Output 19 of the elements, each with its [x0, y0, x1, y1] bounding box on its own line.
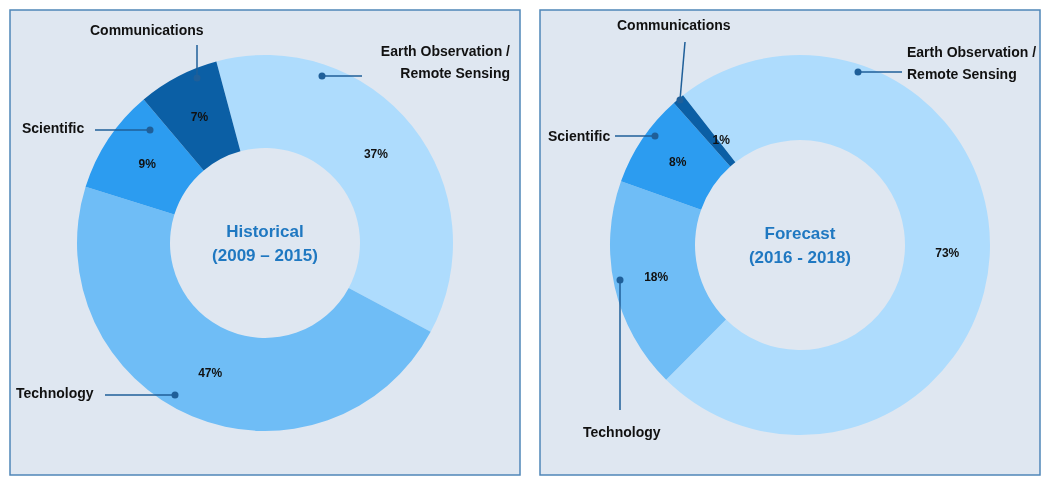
slice-label: Scientific [22, 120, 85, 136]
data-label: 73% [935, 245, 960, 260]
slice-label: Scientific [548, 128, 611, 144]
text: Historical (2009 – 2015) [212, 222, 318, 265]
data-label: 9% [138, 156, 157, 171]
slice-label: Earth Observation / Remote Sensing [380, 43, 511, 81]
data-label: 47% [198, 365, 223, 380]
data-label: 18% [644, 269, 669, 284]
slice-label: Communications [90, 22, 204, 38]
slice-label: Earth Observation / Remote Sensing [907, 44, 1037, 82]
slice-label: Technology [583, 424, 661, 440]
slice-label: Communications [617, 17, 731, 33]
donut-slice [621, 102, 731, 210]
data-label: 7% [190, 109, 209, 124]
text: Forecast (2016 - 2018) [748, 224, 852, 267]
slice-label: Technology [16, 385, 94, 401]
donut-slice [610, 181, 727, 380]
data-label: 37% [363, 147, 389, 162]
data-label: 8% [669, 154, 687, 169]
